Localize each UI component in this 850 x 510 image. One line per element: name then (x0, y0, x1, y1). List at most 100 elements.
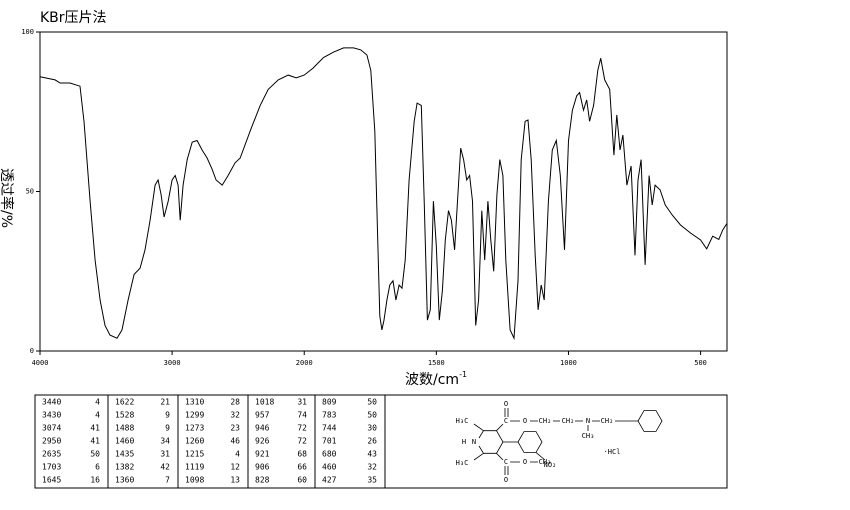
peak-wavenumber: 1528 (115, 411, 134, 420)
structure-label: CH₂ (539, 417, 552, 425)
peak-transmittance: 74 (297, 411, 307, 420)
peak-wavenumber: 1645 (42, 476, 61, 485)
peak-transmittance: 9 (165, 424, 170, 433)
structure-label: N (586, 417, 590, 425)
chart-title: KBr压片法 (40, 10, 107, 26)
x-axis-label: 波数/cm-1 (405, 370, 467, 389)
peak-wavenumber: 828 (255, 476, 270, 485)
peak-wavenumber: 957 (255, 411, 270, 420)
peak-wavenumber: 3430 (42, 411, 61, 420)
peak-transmittance: 13 (230, 476, 240, 485)
peak-transmittance: 4 (235, 450, 240, 459)
structure-bonds (473, 408, 663, 475)
peak-wavenumber: 1299 (185, 411, 204, 420)
peak-wavenumber: 1215 (185, 450, 204, 459)
peak-transmittance: 41 (90, 424, 100, 433)
x-tick-label: 1000 (560, 359, 577, 367)
peak-wavenumber: 701 (322, 437, 337, 446)
peak-transmittance: 12 (230, 463, 240, 472)
peak-transmittance: 72 (297, 437, 307, 446)
peak-transmittance: 30 (367, 424, 377, 433)
peak-wavenumber: 1703 (42, 463, 61, 472)
peak-wavenumber: 1360 (115, 476, 134, 485)
peak-wavenumber: 906 (255, 463, 270, 472)
peak-wavenumber: 460 (322, 463, 337, 472)
structure-label: O (523, 458, 527, 466)
peak-wavenumber: 3074 (42, 424, 61, 433)
peak-transmittance: 50 (367, 398, 377, 407)
structure-label: C (504, 458, 508, 466)
structure-label: ·HCl (604, 448, 621, 456)
plot-frame (39, 31, 728, 352)
x-axis-label-text: 波数/cm (405, 372, 459, 388)
peak-wavenumber: 1310 (185, 398, 204, 407)
peak-transmittance: 4 (95, 411, 100, 420)
peak-wavenumber: 1260 (185, 437, 204, 446)
peak-wavenumber: 1273 (185, 424, 204, 433)
peak-transmittance: 26 (367, 437, 377, 446)
peak-transmittance: 21 (160, 398, 170, 407)
peak-wavenumber: 744 (322, 424, 337, 433)
peak-wavenumber: 2635 (42, 450, 61, 459)
structure-label: O (523, 417, 527, 425)
peak-transmittance: 32 (367, 463, 377, 472)
structure-label: H₃C (456, 459, 469, 467)
y-axis-label: 透过率/% (0, 168, 15, 228)
peak-transmittance: 34 (160, 437, 170, 446)
peak-wavenumber: 1435 (115, 450, 134, 459)
structure-label: N (472, 438, 476, 446)
x-tick-label: 1500 (428, 359, 445, 367)
peak-wavenumber: 946 (255, 424, 270, 433)
structure-label: CH₂ (601, 417, 614, 425)
structure-label: CH₂ (562, 417, 575, 425)
peak-transmittance: 16 (90, 476, 100, 485)
peak-transmittance: 72 (297, 424, 307, 433)
peak-transmittance: 50 (367, 411, 377, 420)
peak-transmittance: 41 (90, 437, 100, 446)
peak-wavenumber: 427 (322, 476, 337, 485)
y-tick-label: 0 (30, 347, 34, 355)
structure-label: C (504, 417, 508, 425)
peak-wavenumber: 783 (322, 411, 337, 420)
peak-transmittance: 50 (90, 450, 100, 459)
peak-transmittance: 4 (95, 398, 100, 407)
peak-transmittance: 35 (367, 476, 377, 485)
peak-transmittance: 68 (297, 450, 307, 459)
peak-wavenumber: 809 (322, 398, 337, 407)
peak-transmittance: 9 (165, 411, 170, 420)
peak-wavenumber: 1488 (115, 424, 134, 433)
x-tick-label: 500 (694, 359, 707, 367)
peak-table-frame (34, 394, 728, 489)
peak-transmittance: 31 (160, 450, 170, 459)
peak-transmittance: 23 (230, 424, 240, 433)
x-tick-label: 2000 (296, 359, 313, 367)
peak-transmittance: 42 (160, 463, 170, 472)
peak-wavenumber: 921 (255, 450, 270, 459)
peak-transmittance: 46 (230, 437, 240, 446)
peak-wavenumber: 1622 (115, 398, 134, 407)
peak-wavenumber: 3440 (42, 398, 61, 407)
x-axis-label-sup: -1 (459, 370, 467, 379)
structure-label: H (462, 438, 466, 446)
peak-transmittance: 66 (297, 463, 307, 472)
peak-transmittance: 31 (297, 398, 307, 407)
structure-label: H₃C (456, 417, 469, 425)
peak-wavenumber: 1018 (255, 398, 274, 407)
peak-wavenumber: 1098 (185, 476, 204, 485)
peak-transmittance: 32 (230, 411, 240, 420)
peak-transmittance: 43 (367, 450, 377, 459)
structure-label: O (504, 400, 508, 408)
y-tick-label: 100 (21, 28, 34, 36)
peak-wavenumber: 680 (322, 450, 337, 459)
peak-transmittance: 60 (297, 476, 307, 485)
peak-wavenumber: 1382 (115, 463, 134, 472)
peak-wavenumber: 1119 (185, 463, 204, 472)
peak-transmittance: 7 (165, 476, 170, 485)
structure-label: CH₃ (582, 432, 595, 440)
peak-wavenumber: 926 (255, 437, 270, 446)
spectrum-line (39, 47, 728, 341)
peak-transmittance: 28 (230, 398, 240, 407)
x-tick-label: 3000 (164, 359, 181, 367)
peak-wavenumber: 2950 (42, 437, 61, 446)
